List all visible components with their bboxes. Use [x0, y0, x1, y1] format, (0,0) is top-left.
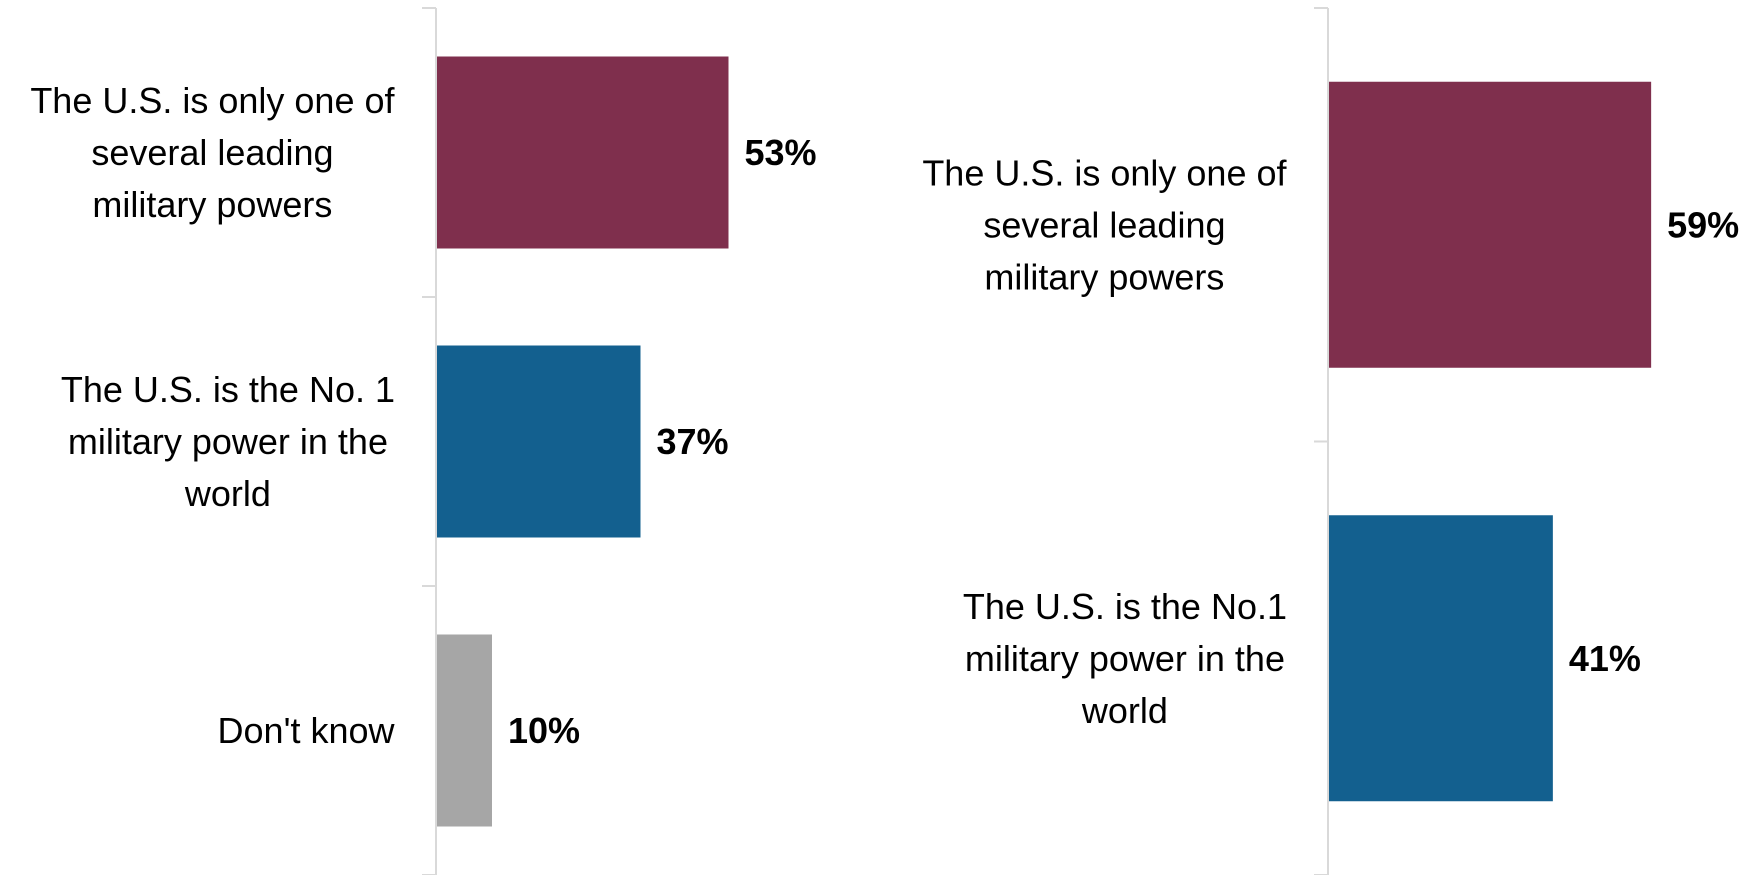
right-category-label-1: The U.S. is only one of several leading mi…: [922, 152, 1287, 297]
left-category-label-2: The U.S. is the No. 1 military power in t…: [61, 369, 395, 514]
left-category-label-3: Don't know: [218, 710, 396, 751]
left-value-label-1: 53%: [745, 132, 817, 173]
right-bar-2: [1329, 515, 1553, 802]
chart-right: 59% The U.S. is only one of several leadin…: [922, 7, 1739, 875]
right-value-label-1: 59%: [1667, 204, 1739, 245]
right-bar-1: [1329, 81, 1652, 368]
left-value-label-3: 10%: [508, 710, 580, 751]
chart-left: 53% The U.S. is only one of several leadin…: [30, 7, 817, 875]
left-bar-3: [437, 634, 492, 827]
left-bar-1: [437, 56, 729, 249]
left-bar-2: [437, 345, 641, 538]
left-value-label-2: 37%: [657, 421, 729, 462]
left-category-label-1: The U.S. is only one of several leading mi…: [30, 80, 395, 225]
right-value-label-2: 41%: [1569, 638, 1641, 679]
right-category-label-2: The U.S. is the No.1 military power in th…: [963, 586, 1287, 731]
